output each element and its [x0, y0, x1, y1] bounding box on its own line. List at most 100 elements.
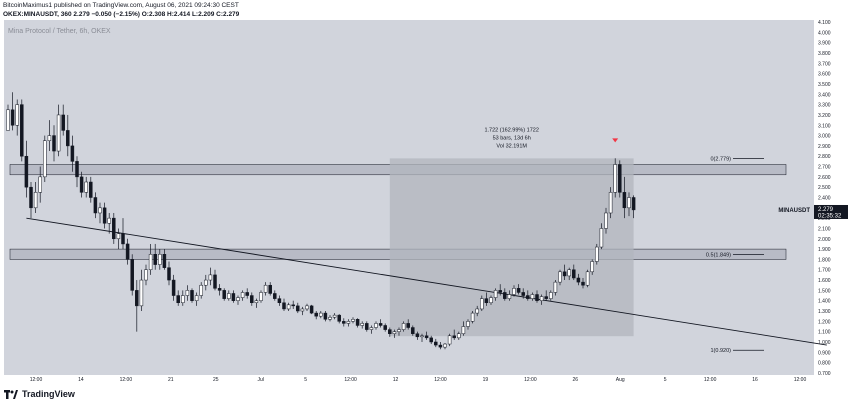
x-tick-label: 12:00 — [120, 377, 133, 383]
candle-body — [581, 281, 585, 286]
x-tick-label: 12:00 — [344, 377, 357, 383]
measure-volume-label: Vol 32.191M — [496, 143, 527, 149]
candle-body — [125, 243, 130, 260]
candle-body — [549, 292, 553, 299]
candle-body — [461, 326, 466, 334]
candle-body — [208, 274, 213, 281]
candle-body — [507, 294, 512, 299]
candle-body — [562, 271, 567, 277]
candle-body — [84, 181, 88, 193]
y-tick-label: 3.300 — [818, 103, 831, 109]
y-tick-label: 1.900 — [818, 247, 831, 253]
candle-body — [374, 323, 378, 328]
candle-body — [222, 290, 226, 299]
symbol-watermark: Mina Protocol / Tether, 6h, OKEX — [8, 28, 111, 35]
candle-body — [24, 155, 29, 188]
candle-body — [102, 207, 107, 224]
y-tick-label: 1.700 — [818, 268, 831, 274]
chart-header: BitcoinMaximus1 published on TradingView… — [0, 0, 850, 20]
candle-body — [309, 305, 314, 314]
x-tick-label: 14 — [78, 377, 84, 383]
candle-body — [277, 298, 282, 304]
candle-body — [595, 246, 599, 262]
candle-body — [328, 316, 332, 320]
candle-body — [631, 197, 636, 211]
y-tick-label: 3.400 — [818, 92, 831, 98]
candle-body — [204, 279, 208, 286]
last-price-symbol: MINAUSDT — [778, 208, 810, 214]
measured-move-box — [389, 158, 634, 337]
candle-body — [627, 197, 631, 209]
tradingview-brand[interactable]: TradingView — [4, 389, 75, 399]
y-tick-label: 2.600 — [818, 175, 831, 181]
candle-body — [98, 207, 102, 214]
candle-body — [480, 298, 484, 310]
candle-body — [351, 319, 355, 322]
y-tick-label: 1.100 — [818, 330, 831, 336]
y-tick-label: 2.400 — [818, 196, 831, 202]
candle-body — [567, 269, 571, 277]
candle-body — [148, 254, 153, 270]
y-tick-label: 2.800 — [818, 154, 831, 160]
candle-body — [75, 161, 79, 178]
candle-body — [493, 290, 498, 298]
fib-level-label: 0(2.779) — [711, 156, 732, 162]
candle-body — [167, 267, 171, 281]
candle-body — [535, 294, 539, 301]
x-tick-label: 26 — [573, 377, 579, 383]
candle-body — [240, 292, 245, 298]
candle-body — [415, 333, 420, 338]
candle-body — [457, 333, 461, 339]
candle-body — [181, 295, 185, 304]
candle-body — [268, 284, 272, 294]
price-axis[interactable]: 4.100 4.000 3.900 3.800 3.700 3.600 3.500 3.400… — [818, 20, 831, 377]
candle-body — [526, 295, 530, 299]
candle-body — [539, 296, 544, 301]
candle-body — [158, 254, 162, 265]
candle-body — [401, 323, 406, 330]
candle-body — [245, 292, 249, 296]
y-tick-label: 0.800 — [818, 361, 831, 367]
y-tick-label: 1.500 — [818, 288, 831, 294]
candle-body — [10, 109, 15, 126]
x-tick-label: 21 — [168, 377, 174, 383]
candle-body — [66, 130, 70, 147]
candle-body — [411, 327, 415, 334]
y-tick-label: 2.200 — [818, 216, 831, 222]
candle-body — [79, 176, 84, 193]
candle-body — [314, 312, 318, 317]
candle-body — [618, 164, 622, 193]
candle-body — [498, 290, 502, 293]
candlestick-chart[interactable]: Mina Protocol / Tether, 6h, OKEX 0(2.779… — [0, 0, 850, 386]
time-axis[interactable]: 12:00 14 12:00 21 25 Jul 5 12:00 12 12:00 19 12:00 2… — [30, 377, 807, 383]
measure-bars-label: 53 bars, 13d 6h — [493, 135, 531, 141]
candle-body — [572, 269, 576, 279]
candle-body — [512, 288, 516, 295]
candle-body — [171, 279, 176, 296]
y-tick-label: 3.600 — [818, 72, 831, 78]
candle-body — [291, 304, 295, 307]
candle-body — [116, 233, 121, 240]
candle-body — [144, 269, 148, 281]
y-tick-label: 3.800 — [818, 51, 831, 57]
candle-body — [434, 341, 438, 346]
candle-body — [447, 335, 452, 345]
y-tick-label: 1.800 — [818, 257, 831, 263]
candle-body — [15, 104, 19, 126]
x-tick-label: 5 — [304, 377, 307, 383]
candle-body — [185, 290, 190, 296]
footer: TradingView — [0, 386, 850, 403]
candle-body — [420, 335, 424, 338]
y-tick-label: 1.400 — [818, 299, 831, 305]
candle-body — [369, 327, 374, 330]
candle-body — [332, 314, 337, 318]
y-tick-label: 2.000 — [818, 237, 831, 243]
candle-body — [176, 295, 180, 304]
candle-body — [613, 164, 617, 193]
candle-body — [484, 298, 489, 304]
candle-body — [378, 323, 383, 326]
ticker-info: OKEX:MINAUSDT, 360 2.279 −0.050 (−2.15%)… — [3, 11, 240, 18]
candle-body — [273, 293, 277, 299]
y-tick-label: 0.900 — [818, 350, 831, 356]
candle-body — [355, 319, 360, 326]
